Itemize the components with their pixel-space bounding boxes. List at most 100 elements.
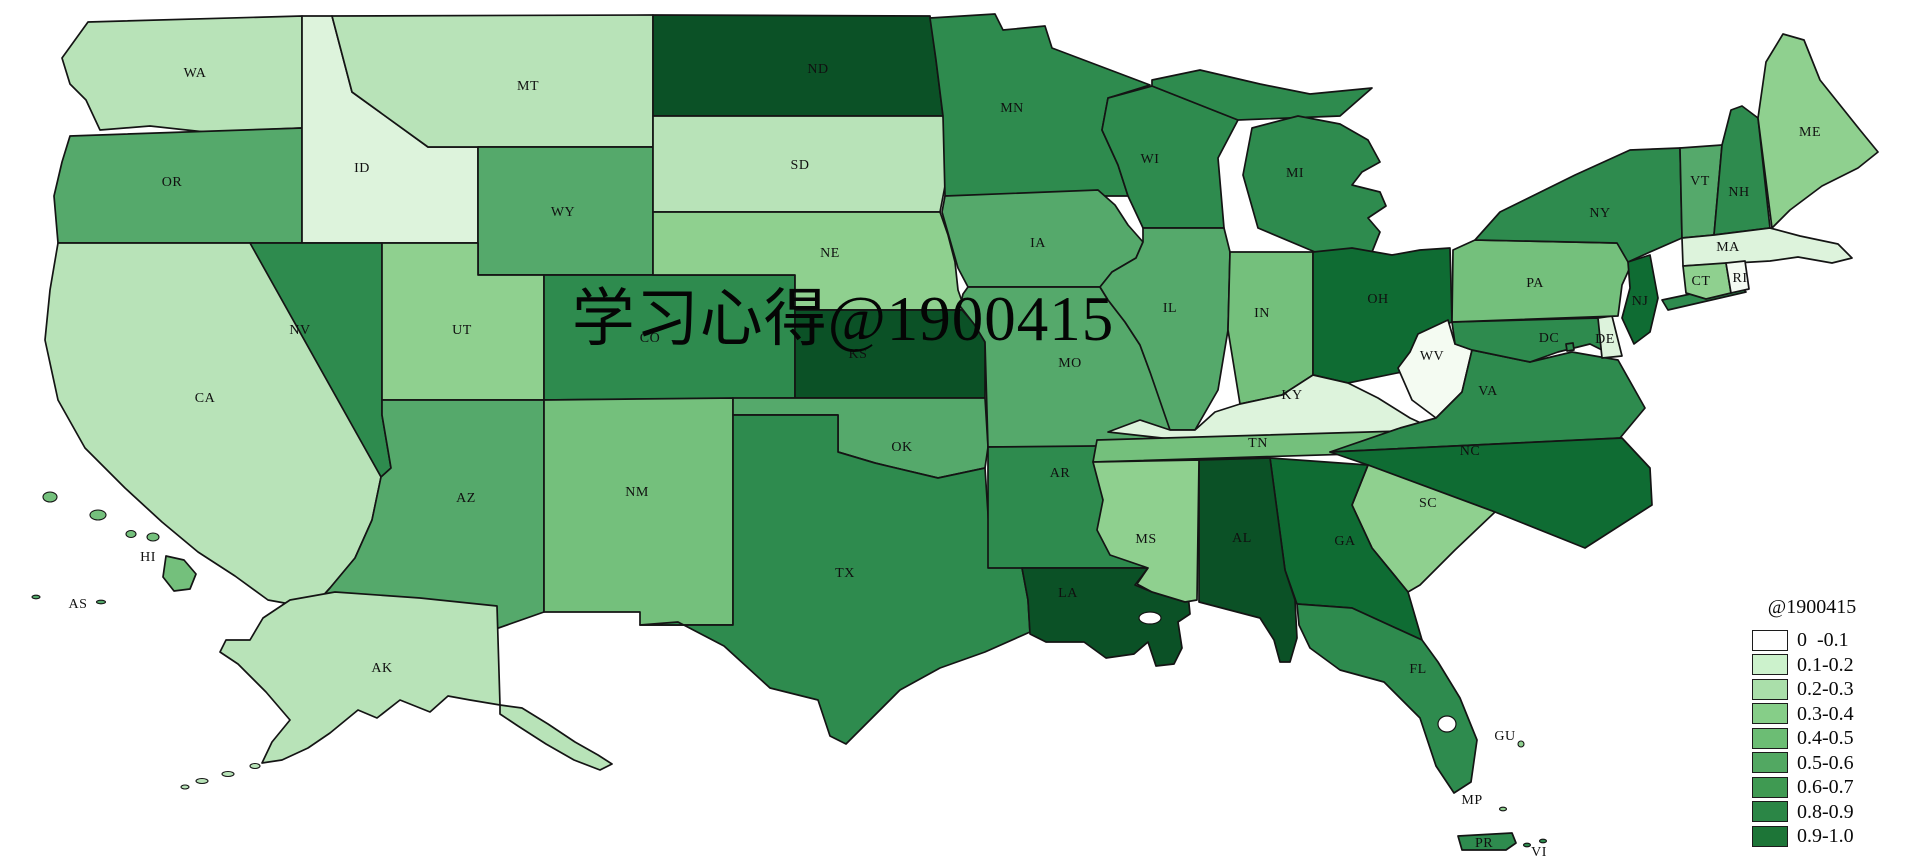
state-label-AR: AR <box>1050 466 1071 481</box>
state-label-CT: CT <box>1692 274 1711 289</box>
state-AK <box>219 591 501 764</box>
state-label-RI: RI <box>1733 271 1748 286</box>
state-label-DE: DE <box>1595 332 1615 347</box>
state-label-MI: MI <box>1286 166 1304 181</box>
legend-swatch-1 <box>1752 654 1788 676</box>
state-CT <box>1682 262 1732 300</box>
state-label-GA: GA <box>1334 534 1356 549</box>
state-label-TX: TX <box>835 566 855 581</box>
state-label-NJ: NJ <box>1632 294 1649 309</box>
state-AK-panhandle <box>499 704 613 771</box>
state-label-IN: IN <box>1254 306 1270 321</box>
state-AK-aleutian-island <box>180 784 190 790</box>
legend-row-0.9-1.0: 0.9-1.0 <box>1752 824 1910 849</box>
state-NJ <box>1621 254 1659 345</box>
territory-VI-island <box>1522 842 1532 848</box>
state-label-NY: NY <box>1589 206 1610 221</box>
legend-row-0.2-0.3: 0.2-0.3 <box>1752 677 1910 702</box>
state-HI-island <box>42 491 58 503</box>
state-MI <box>1242 115 1387 253</box>
state-label-PA: PA <box>1526 276 1544 291</box>
state-label-IA: IA <box>1030 236 1046 251</box>
legend-title: @1900415 <box>1767 596 1857 618</box>
state-label-UT: UT <box>452 323 472 338</box>
state-MS <box>1092 459 1200 603</box>
legend-swatch-5 <box>1752 752 1788 774</box>
state-label-CA: CA <box>195 391 216 406</box>
lake-okeechobee <box>1437 715 1457 733</box>
legend-row-0.3-0.4: 0.3-0.4 <box>1752 702 1910 727</box>
territory-VI-island <box>1538 838 1548 844</box>
state-WA <box>61 15 303 133</box>
state-label-LA: LA <box>1058 586 1078 601</box>
legend-row-0.1-0.2: 0.1-0.2 <box>1752 653 1910 678</box>
state-NM <box>543 397 734 626</box>
legend-label-0: 0 -0.1 <box>1797 629 1849 652</box>
state-label-FL: FL <box>1409 662 1426 677</box>
state-label-KS: KS <box>849 347 868 362</box>
watermark-text: 学习心得@1900415 <box>572 284 1115 354</box>
legend-row-0.4-0.5: 0.4-0.5 <box>1752 726 1910 751</box>
lake-pontchartrain <box>1138 611 1162 625</box>
legend-row-0.8-0.9: 0.8-0.9 <box>1752 800 1910 825</box>
legend-swatch-4 <box>1752 727 1788 749</box>
legend-label-8: 0.9-1.0 <box>1797 825 1854 848</box>
state-label-MT: MT <box>517 79 539 94</box>
territory-AS-island <box>95 599 107 605</box>
legend-label-3: 0.3-0.4 <box>1797 702 1854 725</box>
state-HI-island <box>89 509 107 521</box>
state-label-MA: MA <box>1716 240 1740 255</box>
legend-label-2: 0.2-0.3 <box>1797 678 1854 701</box>
state-ND <box>652 14 944 117</box>
state-label-WV: WV <box>1420 349 1444 364</box>
territory-PR <box>1457 832 1517 851</box>
legend-row-0.6-0.7: 0.6-0.7 <box>1752 775 1910 800</box>
state-label-NM: NM <box>625 485 649 500</box>
state-label-WI: WI <box>1141 152 1160 167</box>
legend-swatch-2 <box>1752 678 1788 700</box>
state-ME <box>1757 33 1879 229</box>
state-label-NC: NC <box>1460 444 1480 459</box>
state-label-VI: VI <box>1531 845 1547 860</box>
state-label-MS: MS <box>1135 532 1156 547</box>
state-label-PR: PR <box>1475 836 1493 851</box>
legend-row-0.5-0.6: 0.5-0.6 <box>1752 751 1910 776</box>
state-DC <box>1565 342 1575 352</box>
state-label-OH: OH <box>1367 292 1388 307</box>
state-label-MN: MN <box>1000 101 1024 116</box>
state-label-TN: TN <box>1248 436 1268 451</box>
state-label-GU: GU <box>1494 729 1515 744</box>
legend-label-5: 0.5-0.6 <box>1797 751 1854 774</box>
state-HI-island <box>125 529 137 539</box>
legend-swatch-3 <box>1752 703 1788 725</box>
territory-AS-island <box>31 594 41 600</box>
state-MI-upper-peninsula <box>1151 69 1373 121</box>
state-AK-aleutian-island <box>249 762 261 770</box>
state-label-IL: IL <box>1163 301 1177 316</box>
legend-label-6: 0.6-0.7 <box>1797 776 1854 799</box>
state-label-OK: OK <box>891 440 912 455</box>
state-label-WA: WA <box>184 66 207 81</box>
state-FL <box>1296 603 1478 794</box>
legend-label-1: 0.1-0.2 <box>1797 653 1854 676</box>
legend-swatch-7 <box>1752 801 1788 823</box>
state-label-VA: VA <box>1478 384 1498 399</box>
state-label-SD: SD <box>791 158 810 173</box>
state-label-ID: ID <box>354 161 370 176</box>
state-AK-aleutian-island <box>195 777 209 785</box>
state-label-NE: NE <box>820 246 840 261</box>
state-label-VT: VT <box>1690 174 1710 189</box>
state-RI <box>1725 260 1750 294</box>
legend: @1900415 0 -0.1 0.1-0.2 0.2-0.3 0.3-0.4 0.4-… <box>1752 596 1910 849</box>
state-label-ND: ND <box>807 62 828 77</box>
state-label-ME: ME <box>1799 125 1821 140</box>
state-AK-aleutian-island <box>221 770 235 778</box>
state-label-KY: KY <box>1281 388 1302 403</box>
legend-swatch-8 <box>1752 825 1788 847</box>
state-label-HI: HI <box>140 550 156 565</box>
state-HI-big-island <box>162 555 197 592</box>
states-layer <box>31 13 1879 851</box>
legend-items: 0 -0.1 0.1-0.2 0.2-0.3 0.3-0.4 0.4-0.5 0.5-0.… <box>1752 628 1910 849</box>
